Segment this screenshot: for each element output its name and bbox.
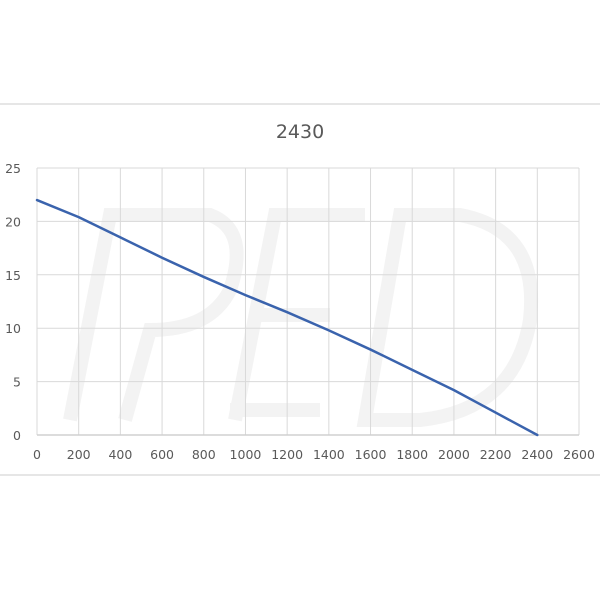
x-tick-label: 0: [33, 447, 41, 462]
y-axis-ticks: 0 5 10 15 20 25: [5, 161, 21, 443]
x-tick-label: 600: [150, 447, 174, 462]
x-tick-label: 2400: [521, 447, 553, 462]
x-tick-label: 800: [192, 447, 216, 462]
series-line: [35, 198, 539, 437]
x-axis-ticks: 0 200 400 600 800 1000 1200 1400 1600 1800 2000 220…: [33, 447, 595, 462]
y-tick-label: 10: [5, 321, 21, 336]
top-divider: [0, 103, 600, 105]
x-tick-label: 1400: [313, 447, 345, 462]
y-tick-label: 0: [13, 428, 21, 443]
x-tick-label: 1800: [396, 447, 428, 462]
x-tick-label: 1000: [230, 447, 262, 462]
chart-gridlines: [36, 167, 580, 436]
x-tick-label: 2600: [563, 447, 595, 462]
y-tick-label: 25: [5, 161, 21, 176]
x-tick-label: 2200: [480, 447, 512, 462]
x-tick-label: 400: [108, 447, 132, 462]
chart-title: 2430: [276, 121, 324, 143]
bottom-divider: [0, 474, 600, 476]
y-tick-label: 15: [5, 268, 21, 283]
x-tick-label: 1200: [271, 447, 303, 462]
y-tick-label: 5: [13, 375, 21, 390]
y-tick-label: 20: [5, 214, 21, 229]
x-tick-label: 2000: [438, 447, 470, 462]
x-tick-label: 200: [67, 447, 91, 462]
x-tick-label: 1600: [355, 447, 387, 462]
